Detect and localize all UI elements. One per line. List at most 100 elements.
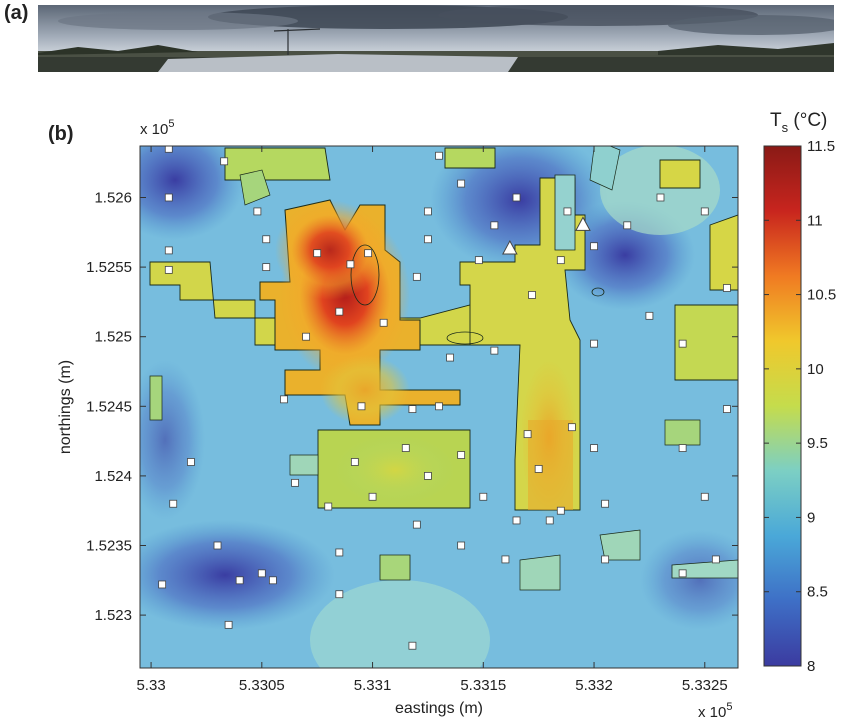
x-exponent-power: 5 bbox=[726, 701, 732, 713]
panel-b-label: (b) bbox=[48, 123, 74, 145]
colorbar-tick-label: 10.5 bbox=[807, 287, 836, 304]
station-square-marker bbox=[590, 339, 598, 348]
station-square-marker bbox=[268, 576, 277, 585]
station-square-marker bbox=[302, 332, 311, 341]
station-square-marker bbox=[262, 263, 271, 272]
colorbar-title: Ts (°C) bbox=[770, 110, 827, 135]
station-square-marker bbox=[723, 405, 731, 413]
station-square-marker bbox=[457, 451, 466, 459]
station-square-marker bbox=[435, 402, 443, 411]
station-square-marker bbox=[678, 339, 687, 348]
station-square-marker bbox=[556, 506, 565, 515]
panel-a-label: (a) bbox=[4, 2, 29, 24]
station-triangle-marker bbox=[575, 216, 591, 231]
station-square-marker bbox=[368, 492, 377, 501]
station-square-marker bbox=[556, 256, 565, 265]
station-square-marker bbox=[479, 492, 488, 501]
station-square-marker bbox=[408, 405, 417, 413]
station-square-marker bbox=[534, 465, 543, 473]
x-exponent-label: x 105 bbox=[698, 701, 732, 721]
colorbar-tick-label: 11.5 bbox=[807, 138, 835, 155]
station-square-marker bbox=[446, 353, 454, 362]
station-square-marker bbox=[379, 318, 388, 327]
station-square-marker bbox=[169, 499, 178, 508]
station-square-marker bbox=[490, 221, 499, 230]
temperature-field bbox=[140, 146, 738, 668]
y-exponent-label: x 105 bbox=[140, 118, 174, 138]
y-axis-label: northings (m) bbox=[57, 360, 74, 454]
station-square-marker bbox=[590, 242, 598, 251]
colorbar-tick-label: 11 bbox=[807, 212, 823, 229]
colorbar-title-sub: s bbox=[782, 120, 789, 135]
y-tick-label: 1.525 bbox=[94, 329, 132, 346]
station-square-marker bbox=[262, 235, 271, 244]
station-square-marker bbox=[711, 555, 720, 564]
station-square-marker bbox=[424, 472, 432, 480]
station-square-marker bbox=[474, 256, 483, 265]
colorbar-tick-label: 9.5 bbox=[807, 435, 828, 452]
colorbar-ticks: 8 8.5 9 9.5 10 10.5 11 11.5 bbox=[764, 138, 836, 675]
y-exponent-power: 5 bbox=[168, 118, 174, 130]
colorbar-tick-label: 8.5 bbox=[807, 584, 828, 601]
x-tick-label: 5.331 bbox=[354, 677, 392, 694]
station-square-marker bbox=[335, 307, 344, 316]
y-tick-label: 1.5255 bbox=[86, 259, 132, 276]
station-square-marker bbox=[253, 207, 262, 216]
station-square-marker bbox=[723, 284, 731, 292]
station-square-marker bbox=[567, 423, 576, 432]
station-square-marker bbox=[512, 193, 521, 202]
station-square-marker bbox=[424, 235, 432, 244]
y-tick-label: 1.526 bbox=[94, 190, 132, 207]
y-tick-label: 1.523 bbox=[94, 607, 132, 624]
station-square-marker bbox=[412, 520, 421, 529]
plot-frame bbox=[139, 145, 739, 669]
station-square-marker bbox=[257, 569, 266, 578]
station-square-marker bbox=[528, 291, 536, 299]
colorbar-title-unit: (°C) bbox=[788, 110, 827, 131]
x-tick-label: 5.332 bbox=[575, 677, 613, 694]
station-square-marker bbox=[324, 502, 333, 511]
station-square-marker bbox=[224, 620, 233, 629]
station-square-marker bbox=[563, 207, 572, 216]
x-tick-label: 5.3305 bbox=[239, 677, 285, 694]
x-axis-label: eastings (m) bbox=[395, 700, 483, 717]
station-square-marker bbox=[235, 576, 244, 585]
station-square-marker bbox=[700, 207, 709, 216]
station-square-marker bbox=[545, 516, 554, 525]
station-square-marker bbox=[164, 265, 173, 274]
y-tick-label: 1.5245 bbox=[86, 398, 132, 415]
station-square-marker bbox=[457, 179, 466, 188]
station-square-marker bbox=[350, 458, 359, 466]
x-exponent-base: x 10 bbox=[698, 704, 726, 721]
colorbar-tick-label: 9 bbox=[807, 509, 815, 526]
station-square-marker bbox=[601, 499, 610, 508]
station-square-marker bbox=[523, 430, 532, 439]
x-tick-label: 5.33 bbox=[136, 677, 165, 694]
station-square-marker bbox=[412, 272, 421, 281]
colorbar-title-main: T bbox=[770, 110, 782, 131]
station-square-marker bbox=[623, 221, 632, 230]
station-square-marker bbox=[678, 444, 687, 452]
y-axis-ticks: 1.523 1.5235 1.524 1.5245 1.525 1.5255 1.526 bbox=[86, 190, 738, 624]
station-square-marker bbox=[457, 541, 466, 550]
panorama-photo bbox=[38, 5, 834, 72]
colorbar-tick-label: 10 bbox=[807, 361, 824, 378]
station-square-marker bbox=[700, 492, 709, 501]
station-square-marker bbox=[357, 402, 366, 411]
station-square-marker bbox=[435, 151, 443, 160]
station-square-marker bbox=[490, 346, 499, 355]
station-square-marker bbox=[364, 249, 373, 258]
station-square-marker bbox=[164, 193, 173, 202]
station-square-marker bbox=[220, 157, 229, 166]
station-square-marker bbox=[213, 541, 222, 550]
station-square-marker bbox=[512, 516, 521, 525]
y-exponent-base: x 10 bbox=[140, 121, 168, 138]
station-square-marker bbox=[158, 580, 167, 589]
station-markers bbox=[158, 146, 731, 650]
station-square-marker bbox=[291, 478, 299, 487]
station-square-marker bbox=[678, 569, 687, 578]
station-square-marker bbox=[656, 193, 665, 202]
station-square-marker bbox=[280, 395, 288, 404]
station-square-marker bbox=[187, 458, 195, 466]
